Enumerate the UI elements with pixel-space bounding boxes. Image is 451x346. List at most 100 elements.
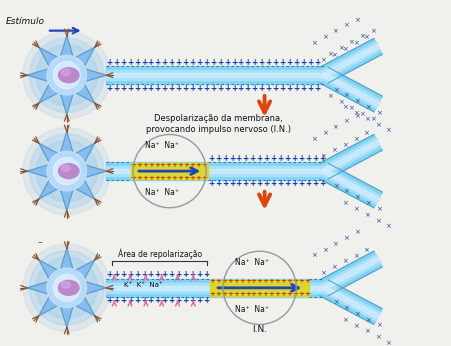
Text: +: +: [161, 271, 167, 280]
Text: provocando impulso nervoso (I.N.): provocando impulso nervoso (I.N.): [145, 125, 290, 134]
Text: +: +: [280, 279, 285, 284]
Text: +: +: [265, 58, 271, 67]
Text: +: +: [166, 174, 171, 181]
Bar: [319, 135, 382, 179]
Bar: [322, 73, 378, 106]
Circle shape: [47, 55, 86, 95]
Text: ×: ×: [341, 46, 347, 52]
Text: +: +: [142, 174, 147, 181]
Text: +: +: [201, 174, 207, 181]
Text: +: +: [209, 279, 215, 284]
Text: +: +: [226, 291, 232, 297]
Text: +: +: [196, 271, 202, 280]
Text: ×: ×: [343, 305, 349, 311]
Text: ×: ×: [342, 22, 348, 28]
Text: +: +: [276, 154, 283, 163]
Text: +: +: [133, 296, 140, 305]
Text: +: +: [133, 58, 140, 67]
Text: +: +: [297, 180, 304, 189]
Text: ×: ×: [330, 148, 336, 154]
Text: +: +: [153, 162, 159, 168]
Text: ×: ×: [341, 104, 347, 110]
Circle shape: [36, 140, 97, 202]
Text: Área de repolarização: Área de repolarização: [117, 249, 201, 259]
Text: +: +: [120, 296, 126, 305]
Text: ×: ×: [359, 111, 364, 117]
Text: +: +: [250, 291, 256, 297]
Text: +: +: [256, 154, 262, 163]
Text: +: +: [216, 58, 223, 67]
Text: +: +: [140, 271, 147, 280]
Bar: [321, 167, 380, 204]
Circle shape: [29, 38, 104, 112]
Text: +: +: [221, 180, 228, 189]
Text: +: +: [175, 58, 181, 67]
Text: ×: ×: [341, 317, 347, 323]
Text: +: +: [113, 271, 119, 280]
Text: +: +: [196, 296, 202, 305]
Text: +: +: [136, 162, 142, 168]
Polygon shape: [27, 131, 106, 211]
Text: +: +: [177, 162, 183, 168]
Text: +: +: [297, 154, 304, 163]
Text: +: +: [171, 162, 177, 168]
Text: +: +: [311, 180, 318, 189]
Text: +: +: [189, 271, 195, 280]
Text: +: +: [154, 296, 161, 305]
Bar: [319, 251, 382, 296]
Text: +: +: [274, 291, 280, 297]
Text: +: +: [202, 271, 209, 280]
Text: +: +: [133, 271, 140, 280]
Text: ×: ×: [326, 93, 332, 99]
Polygon shape: [27, 248, 106, 327]
Text: +: +: [244, 279, 250, 284]
Text: +: +: [106, 296, 112, 305]
Text: ×: ×: [363, 329, 369, 335]
Text: ×: ×: [363, 212, 369, 218]
Text: +: +: [201, 162, 207, 168]
Text: +: +: [265, 83, 271, 92]
Text: +: +: [189, 162, 195, 168]
Text: +: +: [215, 279, 221, 284]
Circle shape: [23, 31, 110, 119]
Text: +: +: [168, 296, 175, 305]
Text: ×: ×: [321, 34, 327, 40]
Text: +: +: [154, 58, 161, 67]
Text: +: +: [113, 296, 119, 305]
Ellipse shape: [61, 165, 70, 171]
Text: +: +: [249, 180, 255, 189]
Text: ×: ×: [321, 130, 327, 136]
Text: +: +: [166, 162, 171, 168]
Text: ×: ×: [363, 116, 369, 122]
Text: +: +: [175, 296, 181, 305]
Text: ×: ×: [385, 224, 391, 229]
Bar: [322, 169, 378, 202]
Text: +: +: [189, 174, 195, 181]
Text: +: +: [207, 180, 214, 189]
Text: +: +: [235, 180, 241, 189]
Text: +: +: [161, 83, 167, 92]
Text: +: +: [159, 162, 165, 168]
Text: +: +: [106, 271, 112, 280]
Text: +: +: [223, 83, 230, 92]
Text: ×: ×: [330, 52, 336, 58]
Ellipse shape: [58, 164, 79, 179]
Bar: [321, 42, 380, 80]
Text: +: +: [168, 271, 175, 280]
Text: +: +: [304, 180, 311, 189]
Text: +: +: [136, 174, 142, 181]
Text: +: +: [183, 162, 189, 168]
Text: ×: ×: [354, 98, 359, 104]
Text: +: +: [161, 58, 167, 67]
Text: +: +: [127, 296, 133, 305]
Text: +: +: [202, 58, 209, 67]
Text: ×: ×: [353, 17, 359, 23]
Text: +: +: [226, 279, 232, 284]
Text: +: +: [239, 279, 244, 284]
Text: +: +: [244, 83, 250, 92]
Text: +: +: [313, 83, 319, 92]
Bar: [106, 285, 323, 290]
Text: +: +: [256, 279, 262, 284]
Text: ×: ×: [337, 45, 343, 51]
Text: +: +: [270, 154, 276, 163]
